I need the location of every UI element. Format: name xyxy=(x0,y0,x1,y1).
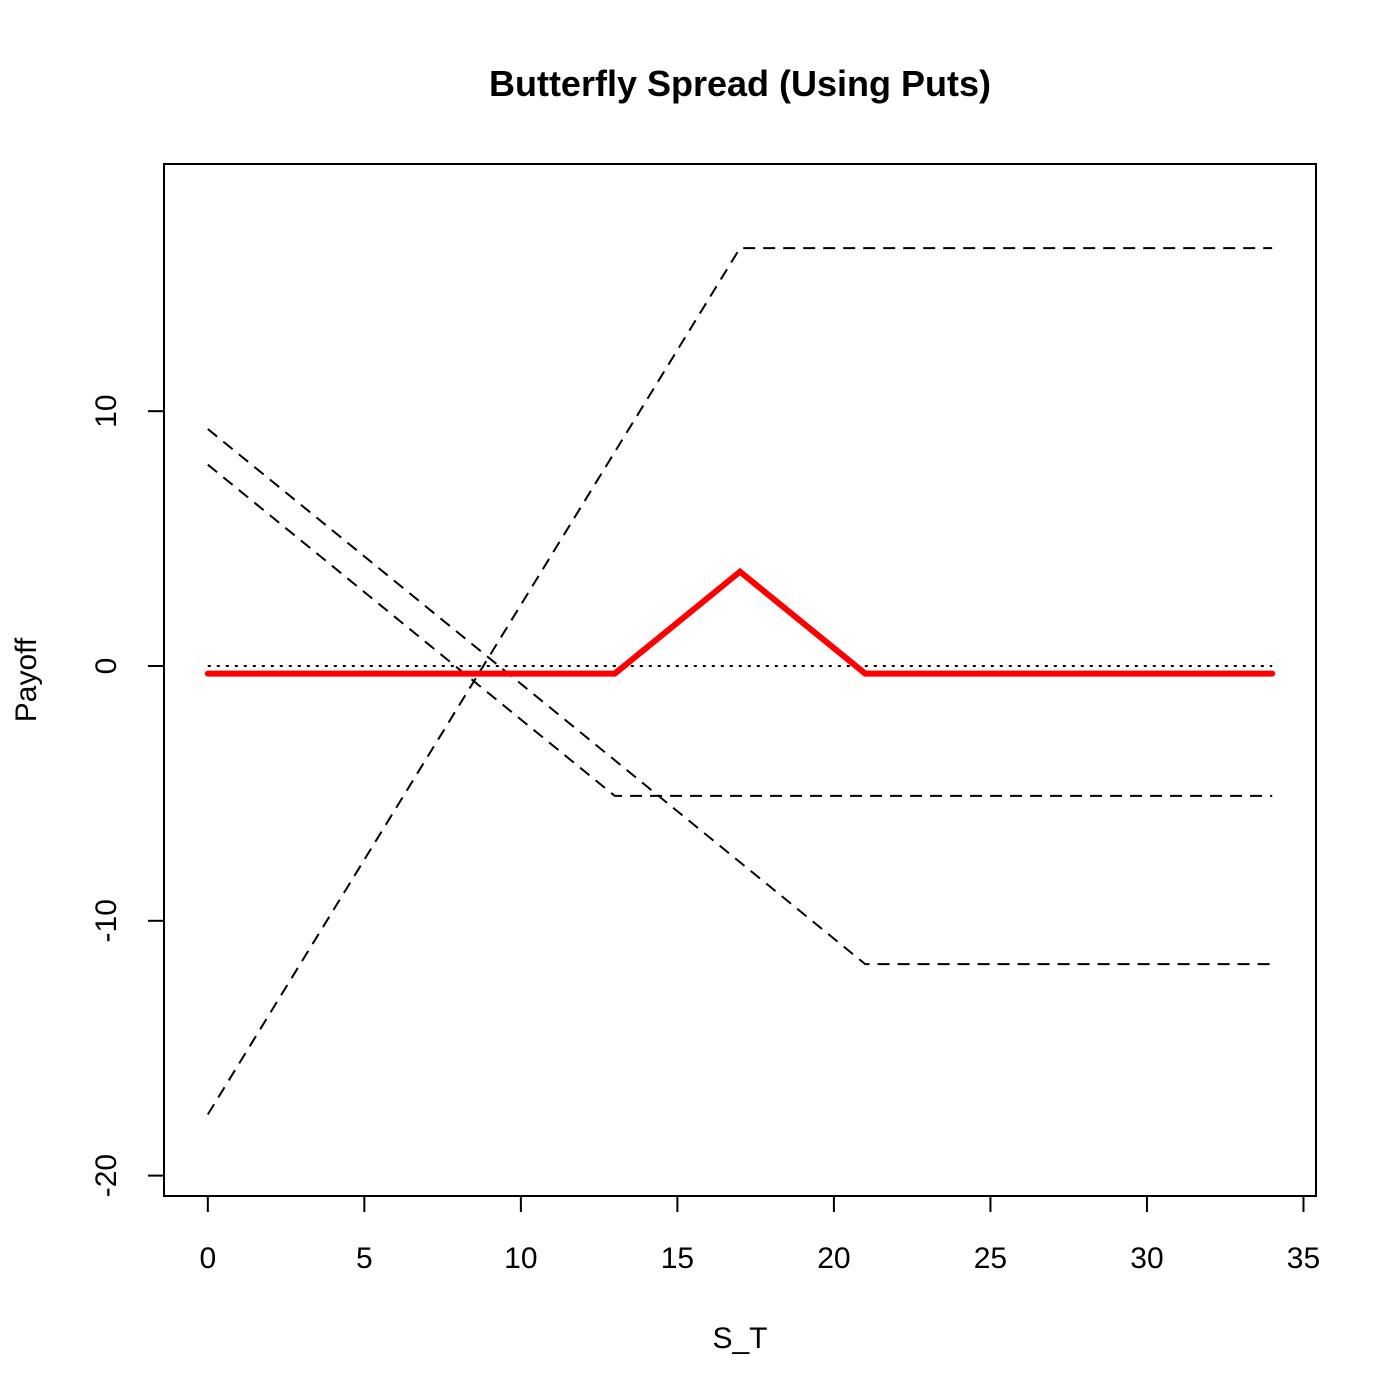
y-tick-label: -10 xyxy=(90,899,123,942)
y-tick-label: -20 xyxy=(90,1154,123,1197)
x-tick-label: 25 xyxy=(974,1242,1007,1275)
x-tick-label: 15 xyxy=(661,1242,694,1275)
plot-frame xyxy=(163,163,1317,1197)
y-axis: -20 -10 0 10 xyxy=(90,394,165,1197)
series-layer xyxy=(204,247,1276,1116)
series-line-1 xyxy=(206,247,1273,1116)
x-tick-label: 5 xyxy=(356,1242,373,1275)
x-axis: 0 5 10 15 20 25 30 35 xyxy=(199,1195,1320,1275)
y-tick-label: 0 xyxy=(90,658,123,675)
series-line-3 xyxy=(207,428,1273,966)
y-tick-label: 10 xyxy=(90,394,123,427)
x-tick-label: 20 xyxy=(817,1242,850,1275)
x-tick-label: 35 xyxy=(1287,1242,1320,1275)
x-axis-label: S_T xyxy=(712,1322,767,1355)
x-tick-label: 0 xyxy=(199,1242,216,1275)
y-axis-label: Payoff xyxy=(10,637,43,722)
series-line-5 xyxy=(204,567,1276,677)
series-line-2 xyxy=(207,463,1273,797)
x-tick-label: 10 xyxy=(504,1242,537,1275)
x-tick-label: 30 xyxy=(1130,1242,1163,1275)
chart-title: Butterfly Spread (Using Puts) xyxy=(489,63,991,104)
